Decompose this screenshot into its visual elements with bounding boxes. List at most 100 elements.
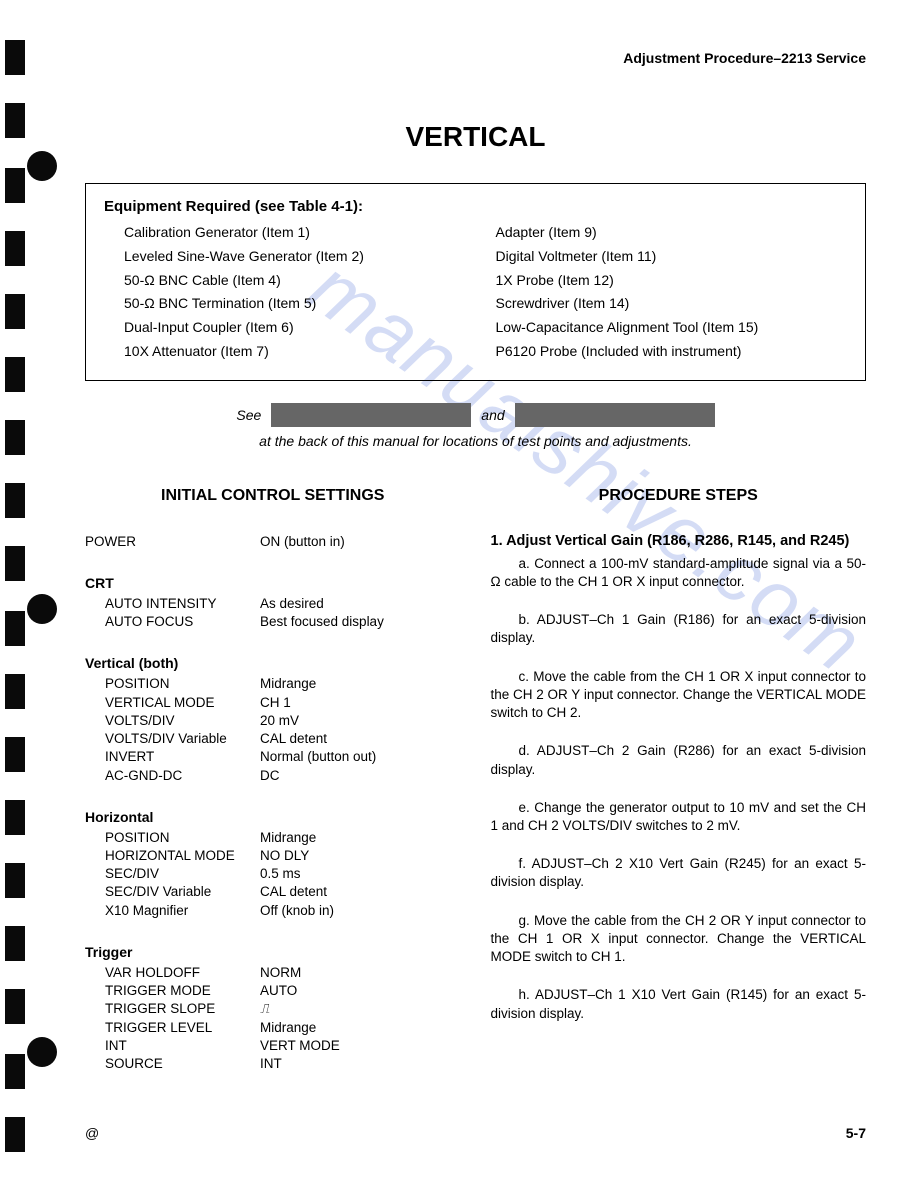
setting-label: VERTICAL MODE bbox=[85, 694, 260, 712]
setting-row: SOURCE INT bbox=[85, 1055, 461, 1073]
setting-value: CAL detent bbox=[260, 883, 461, 901]
equipment-item: Leveled Sine-Wave Generator (Item 2) bbox=[104, 245, 476, 269]
setting-value: DC bbox=[260, 767, 461, 785]
redacted-1 bbox=[271, 403, 471, 427]
setting-label: INT bbox=[85, 1037, 260, 1055]
setting-label: AUTO INTENSITY bbox=[85, 595, 260, 613]
equipment-item: 50-Ω BNC Termination (Item 5) bbox=[104, 292, 476, 316]
setting-label: TRIGGER SLOPE bbox=[85, 1000, 260, 1018]
equipment-item: Digital Voltmeter (Item 11) bbox=[476, 245, 848, 269]
setting-label: VOLTS/DIV Variable bbox=[85, 730, 260, 748]
trigger-heading: Trigger bbox=[85, 944, 461, 960]
setting-row: AC-GND-DC DC bbox=[85, 767, 461, 785]
bind-mark bbox=[5, 1117, 25, 1152]
setting-value: ⎍ bbox=[260, 1000, 461, 1018]
setting-label: X10 Magnifier bbox=[85, 902, 260, 920]
step-para: e. Change the generator output to 10 mV … bbox=[491, 799, 867, 835]
equipment-item: Adapter (Item 9) bbox=[476, 221, 848, 245]
setting-value: INT bbox=[260, 1055, 461, 1073]
setting-row: POSITION Midrange bbox=[85, 829, 461, 847]
setting-row: AUTO INTENSITY As desired bbox=[85, 595, 461, 613]
setting-value: CH 1 bbox=[260, 694, 461, 712]
redacted-2 bbox=[515, 403, 715, 427]
setting-value: NO DLY bbox=[260, 847, 461, 865]
see-sub: at the back of this manual for locations… bbox=[85, 433, 866, 449]
step-para: b. ADJUST–Ch 1 Gain (R186) for an exact … bbox=[491, 611, 867, 647]
setting-label: TRIGGER MODE bbox=[85, 982, 260, 1000]
setting-value: Best focused display bbox=[260, 613, 461, 631]
left-column: INITIAL CONTROL SETTINGS POWER ON (butto… bbox=[85, 487, 461, 1073]
main-title: VERTICAL bbox=[85, 121, 866, 153]
setting-row: VERTICAL MODE CH 1 bbox=[85, 694, 461, 712]
setting-row: TRIGGER MODE AUTO bbox=[85, 982, 461, 1000]
setting-label: AC-GND-DC bbox=[85, 767, 260, 785]
equipment-columns: Calibration Generator (Item 1) Leveled S… bbox=[104, 221, 847, 364]
equipment-item: Dual-Input Coupler (Item 6) bbox=[104, 316, 476, 340]
setting-row: VOLTS/DIV 20 mV bbox=[85, 712, 461, 730]
setting-label: SOURCE bbox=[85, 1055, 260, 1073]
vertical-heading: Vertical (both) bbox=[85, 655, 461, 671]
setting-row: SEC/DIV 0.5 ms bbox=[85, 865, 461, 883]
procedure-steps-heading: PROCEDURE STEPS bbox=[491, 487, 867, 505]
setting-row: INVERT Normal (button out) bbox=[85, 748, 461, 766]
equipment-col-left: Calibration Generator (Item 1) Leveled S… bbox=[104, 221, 476, 364]
equipment-item: 1X Probe (Item 12) bbox=[476, 269, 848, 293]
equipment-heading: Equipment Required (see Table 4-1): bbox=[104, 198, 847, 215]
step-para: f. ADJUST–Ch 2 X10 Vert Gain (R245) for … bbox=[491, 855, 867, 891]
setting-value: Midrange bbox=[260, 675, 461, 693]
footer-left: @ bbox=[85, 1125, 99, 1141]
horizontal-heading: Horizontal bbox=[85, 809, 461, 825]
setting-label: POSITION bbox=[85, 675, 260, 693]
setting-value: NORM bbox=[260, 964, 461, 982]
setting-label: POWER bbox=[85, 533, 260, 551]
setting-value: AUTO bbox=[260, 982, 461, 1000]
setting-value: VERT MODE bbox=[260, 1037, 461, 1055]
equipment-item: Low-Capacitance Alignment Tool (Item 15) bbox=[476, 316, 848, 340]
footer: @ 5-7 bbox=[85, 1125, 866, 1141]
setting-row: POWER ON (button in) bbox=[85, 533, 461, 551]
content-columns: INITIAL CONTROL SETTINGS POWER ON (butto… bbox=[85, 487, 866, 1073]
equipment-col-right: Adapter (Item 9) Digital Voltmeter (Item… bbox=[476, 221, 848, 364]
initial-settings-heading: INITIAL CONTROL SETTINGS bbox=[85, 487, 461, 505]
setting-value: Midrange bbox=[260, 1019, 461, 1037]
page-content: Adjustment Procedure–2213 Service VERTIC… bbox=[0, 0, 921, 1113]
see-mid: and bbox=[481, 407, 504, 423]
step-para: d. ADJUST–Ch 2 Gain (R286) for an exact … bbox=[491, 742, 867, 778]
equipment-item: P6120 Probe (Included with instrument) bbox=[476, 340, 848, 364]
setting-row: SEC/DIV Variable CAL detent bbox=[85, 883, 461, 901]
equipment-item: Calibration Generator (Item 1) bbox=[104, 221, 476, 245]
footer-right: 5-7 bbox=[846, 1125, 866, 1141]
setting-value: Off (knob in) bbox=[260, 902, 461, 920]
setting-row: POSITION Midrange bbox=[85, 675, 461, 693]
setting-value: 20 mV bbox=[260, 712, 461, 730]
setting-label: SEC/DIV Variable bbox=[85, 883, 260, 901]
equipment-box: Equipment Required (see Table 4-1): Cali… bbox=[85, 183, 866, 381]
header-right: Adjustment Procedure–2213 Service bbox=[85, 50, 866, 66]
setting-label: INVERT bbox=[85, 748, 260, 766]
step-para: a. Connect a 100-mV standard-amplitude s… bbox=[491, 555, 867, 591]
setting-row: X10 Magnifier Off (knob in) bbox=[85, 902, 461, 920]
see-prefix: See bbox=[236, 407, 261, 423]
see-line: See and bbox=[85, 403, 866, 427]
setting-value: Normal (button out) bbox=[260, 748, 461, 766]
setting-row: VAR HOLDOFF NORM bbox=[85, 964, 461, 982]
right-column: PROCEDURE STEPS 1. Adjust Vertical Gain … bbox=[491, 487, 867, 1073]
step-para: g. Move the cable from the CH 2 OR Y inp… bbox=[491, 912, 867, 967]
setting-row: VOLTS/DIV Variable CAL detent bbox=[85, 730, 461, 748]
setting-label: VOLTS/DIV bbox=[85, 712, 260, 730]
equipment-item: Screwdriver (Item 14) bbox=[476, 292, 848, 316]
setting-label: AUTO FOCUS bbox=[85, 613, 260, 631]
setting-value: As desired bbox=[260, 595, 461, 613]
setting-value: 0.5 ms bbox=[260, 865, 461, 883]
setting-label: POSITION bbox=[85, 829, 260, 847]
crt-heading: CRT bbox=[85, 575, 461, 591]
equipment-item: 10X Attenuator (Item 7) bbox=[104, 340, 476, 364]
setting-value: Midrange bbox=[260, 829, 461, 847]
step-title: 1. Adjust Vertical Gain (R186, R286, R14… bbox=[491, 533, 867, 549]
setting-label: TRIGGER LEVEL bbox=[85, 1019, 260, 1037]
setting-row: AUTO FOCUS Best focused display bbox=[85, 613, 461, 631]
setting-row: INT VERT MODE bbox=[85, 1037, 461, 1055]
setting-row: HORIZONTAL MODE NO DLY bbox=[85, 847, 461, 865]
setting-row: TRIGGER LEVEL Midrange bbox=[85, 1019, 461, 1037]
setting-row: TRIGGER SLOPE ⎍ bbox=[85, 1000, 461, 1018]
